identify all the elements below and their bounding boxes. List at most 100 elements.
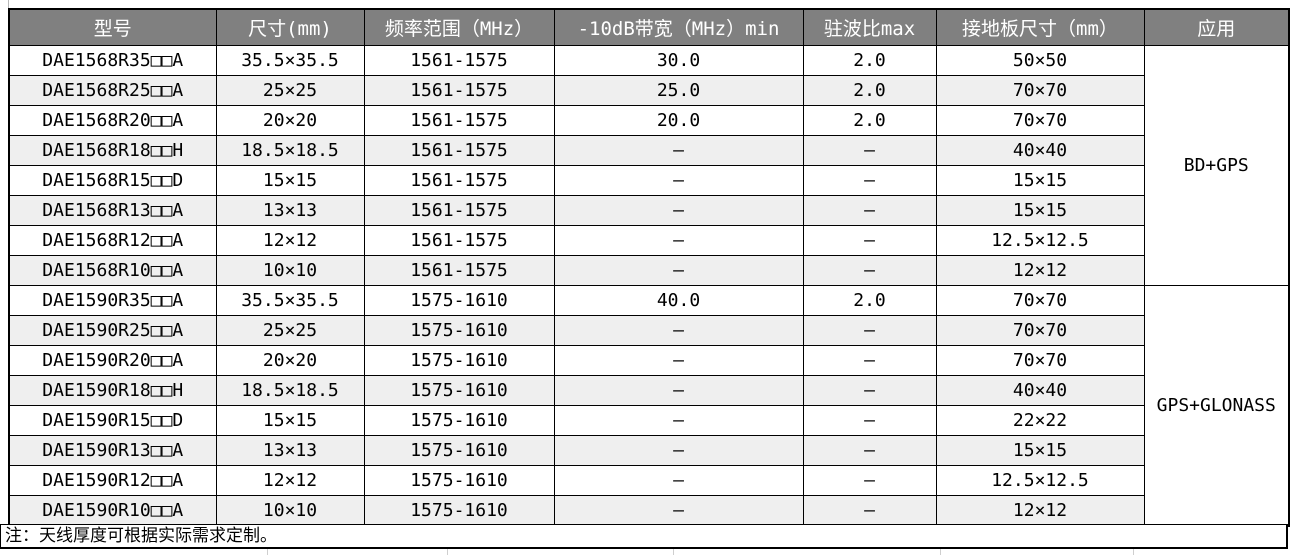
bandwidth-cell: 25.0	[553, 75, 804, 106]
frequency-range-cell: 1561-1575	[363, 195, 555, 226]
vswr-cell: —	[802, 435, 937, 466]
spreadsheet-gridline	[1133, 549, 1134, 555]
bandwidth-cell: —	[553, 465, 804, 496]
frequency-range-cell: 1561-1575	[363, 255, 555, 286]
vswr-cell: —	[802, 195, 937, 226]
ground-plane-cell: 70×70	[935, 345, 1145, 376]
bandwidth-cell: —	[553, 135, 804, 166]
table-row: DAE1568R12□□A 12×12 1561-1575— —12.5×12.5	[8, 225, 1289, 256]
model-cell: DAE1568R35□□A	[8, 45, 217, 76]
bandwidth-cell: —	[553, 195, 804, 226]
ground-plane-cell: 15×15	[935, 165, 1145, 196]
frequency-range-cell: 1575-1610	[363, 405, 555, 436]
table-row: DAE1568R20□□A 20×20 1561-1575 20.0 2.0 70×70	[8, 105, 1289, 136]
ground-plane-cell: 40×40	[935, 135, 1145, 166]
vswr-cell: —	[802, 495, 937, 527]
model-cell: DAE1590R12□□A	[8, 465, 217, 496]
spreadsheet-gridline	[8, 0, 9, 9]
vswr-cell: 2.0	[802, 285, 937, 316]
vswr-cell: —	[802, 405, 937, 436]
header-vswr: 驻波比max	[802, 8, 937, 46]
model-cell: DAE1590R25□□A	[8, 315, 217, 346]
header-model: 型号	[8, 8, 217, 46]
ground-plane-cell: 12.5×12.5	[935, 225, 1145, 256]
size-cell: 35.5×35.5	[215, 285, 365, 316]
table-row: DAE1590R13□□A 13×13 1575-1610— —15×15	[8, 435, 1289, 466]
ground-plane-cell: 70×70	[935, 75, 1145, 106]
bandwidth-cell: —	[553, 405, 804, 436]
ground-plane-cell: 15×15	[935, 435, 1145, 466]
size-cell: 20×20	[215, 345, 365, 376]
header-bandwidth: -10dB带宽（MHz）min	[553, 8, 804, 46]
model-cell: DAE1568R15□□D	[8, 165, 217, 196]
bandwidth-cell: —	[553, 375, 804, 406]
table-row: DAE1590R18□□H 18.5×18.5 1575-1610— —40×40	[8, 375, 1289, 406]
vswr-cell: 2.0	[802, 45, 937, 76]
spreadsheet-gridline	[447, 549, 448, 555]
spreadsheet-bottom-row	[0, 549, 1291, 555]
vswr-cell: —	[802, 165, 937, 196]
frequency-range-cell: 1561-1575	[363, 225, 555, 256]
ground-plane-cell: 70×70	[935, 285, 1145, 316]
vswr-cell: —	[802, 135, 937, 166]
size-cell: 15×15	[215, 405, 365, 436]
size-cell: 12×12	[215, 225, 365, 256]
ground-plane-cell: 12×12	[935, 495, 1145, 527]
ground-plane-cell: 40×40	[935, 375, 1145, 406]
table-row: DAE1590R10□□A 10×10 1575-1610— —12×12	[8, 495, 1289, 527]
application-cell: GPS+GLONASS	[1143, 285, 1290, 527]
ground-plane-cell: 50×50	[935, 45, 1145, 76]
size-cell: 25×25	[215, 315, 365, 346]
vswr-cell: —	[802, 315, 937, 346]
frequency-range-cell: 1561-1575	[363, 165, 555, 196]
ground-plane-cell: 15×15	[935, 195, 1145, 226]
footnote: 注：天线厚度可根据实际需求定制。	[0, 524, 1288, 549]
table-header: 型号 尺寸(mm) 频率范围（MHz） -10dB带宽（MHz）min 驻波比m…	[8, 8, 1290, 46]
table-row: DAE1590R35□□A 35.5×35.5 1575-1610 40.0 2.0 70…	[8, 285, 1290, 527]
spreadsheet-gridline	[673, 549, 674, 555]
size-cell: 25×25	[215, 75, 365, 106]
table-row: DAE1568R13□□A 13×13 1561-1575— —15×15	[8, 195, 1289, 226]
model-cell: DAE1590R10□□A	[8, 495, 217, 527]
model-cell: DAE1568R12□□A	[8, 225, 217, 256]
size-cell: 13×13	[215, 435, 365, 466]
frequency-range-cell: 1575-1610	[363, 375, 555, 406]
header-ground-plane: 接地板尺寸（mm）	[935, 8, 1145, 46]
table-row: DAE1568R18□□H 18.5×18.5 1561-1575— —40×40	[8, 135, 1289, 166]
header-size: 尺寸(mm)	[215, 8, 365, 46]
table-row: DAE1568R10□□A 10×10 1561-1575— —12×12	[8, 255, 1289, 286]
frequency-range-cell: 1575-1610	[363, 465, 555, 496]
bandwidth-cell: —	[553, 165, 804, 196]
model-cell: DAE1568R18□□H	[8, 135, 217, 166]
model-cell: DAE1590R15□□D	[8, 405, 217, 436]
model-cell: DAE1568R10□□A	[8, 255, 217, 286]
table-row: DAE1590R15□□D 15×15 1575-1610— —22×22	[8, 405, 1289, 436]
vswr-cell: —	[802, 255, 937, 286]
size-cell: 18.5×18.5	[215, 135, 365, 166]
size-cell: 10×10	[215, 495, 365, 527]
bandwidth-cell: —	[553, 345, 804, 376]
ground-plane-cell: 12×12	[935, 255, 1145, 286]
table-row: DAE1590R25□□A 25×25 1575-1610— —70×70	[8, 315, 1289, 346]
model-cell: DAE1590R20□□A	[8, 345, 217, 376]
frequency-range-cell: 1575-1610	[363, 285, 555, 316]
table-row: DAE1590R20□□A 20×20 1575-1610— —70×70	[8, 345, 1289, 376]
bandwidth-cell: —	[553, 225, 804, 256]
frequency-range-cell: 1575-1610	[363, 345, 555, 376]
size-cell: 35.5×35.5	[215, 45, 365, 76]
frequency-range-cell: 1561-1575	[363, 45, 555, 76]
size-cell: 15×15	[215, 165, 365, 196]
frequency-range-cell: 1575-1610	[363, 315, 555, 346]
bandwidth-cell: 20.0	[553, 105, 804, 136]
spreadsheet-gridline	[267, 549, 268, 555]
model-cell: DAE1568R13□□A	[8, 195, 217, 226]
bandwidth-cell: 40.0	[553, 285, 804, 316]
header-frequency-range: 频率范围（MHz）	[363, 8, 555, 46]
table-body: DAE1568R35□□A 35.5×35.5 1561-1575 30.0 2.0 50…	[8, 45, 1290, 527]
table-row: DAE1590R12□□A 12×12 1575-1610— —12.5×12.5	[8, 465, 1289, 496]
ground-plane-cell: 70×70	[935, 105, 1145, 136]
vswr-cell: —	[802, 375, 937, 406]
bandwidth-cell: 30.0	[553, 45, 804, 76]
table-row: DAE1568R35□□A 35.5×35.5 1561-1575 30.0 2.0 50…	[8, 45, 1290, 286]
